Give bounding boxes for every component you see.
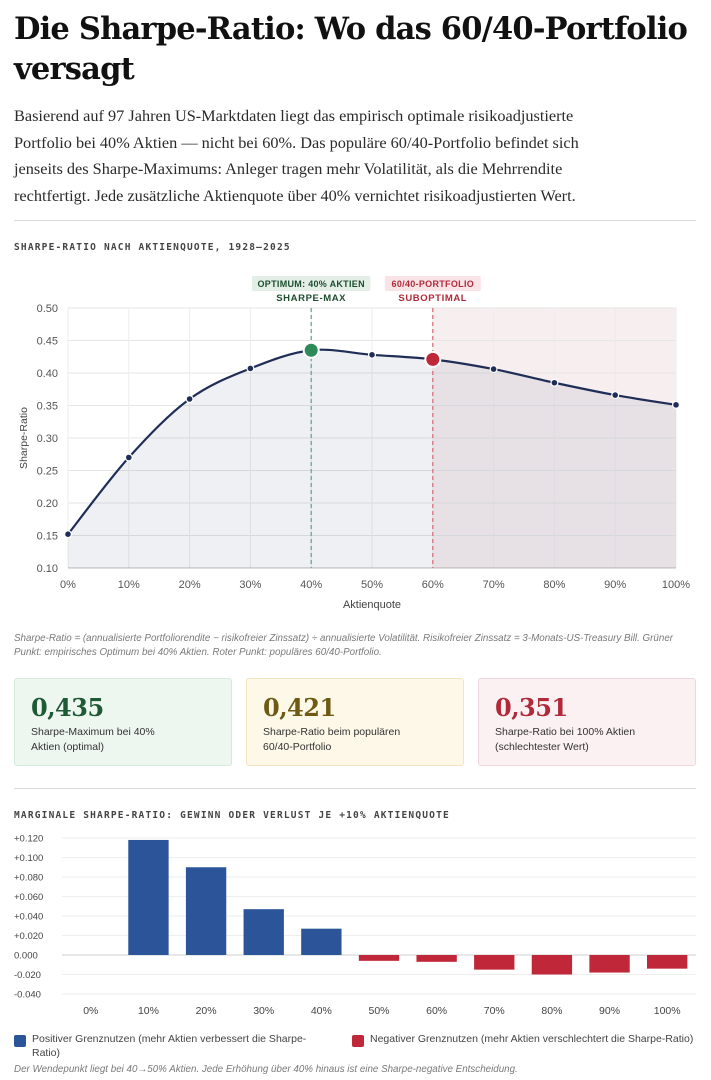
stat-value-optimum: 0,435	[31, 693, 104, 722]
y-tick-label: 0.25	[37, 466, 58, 478]
stat-desc-100: Sharpe-Ratio bei 100% Aktien (schlechtes…	[495, 726, 636, 753]
y-tick-label: +0.060	[14, 892, 43, 903]
bar-positive	[185, 867, 227, 955]
bar-negative	[531, 955, 573, 975]
y-tick-label: +0.100	[14, 853, 43, 864]
stat-value-6040: 0,421	[263, 693, 336, 722]
stat-desc-6040: Sharpe-Ratio beim populären 60/40-Portfo…	[263, 726, 401, 753]
x-tick-label: 30%	[239, 579, 261, 591]
stat-card-6040: 0,421 Sharpe-Ratio beim populären 60/40-…	[246, 678, 464, 766]
optimum-point	[302, 341, 320, 359]
y-tick-label: +0.040	[14, 912, 43, 923]
page-title: Die Sharpe-Ratio: Wo das 60/40-Portfolio…	[14, 11, 688, 87]
annotation-badge-6040	[384, 276, 481, 291]
x-tick-label: 30%	[253, 1005, 274, 1017]
y-tick-label: 0.45	[37, 336, 58, 348]
x-tick-label: 90%	[604, 579, 626, 591]
x-tick-label: 70%	[484, 1005, 505, 1017]
y-tick-label: 0.10	[37, 563, 58, 575]
chart1-section-label: SHARPE-RATIO NACH AKTIENQUOTE, 1928–2025	[14, 242, 291, 253]
y-tick-label: +0.120	[14, 834, 43, 845]
data-point	[489, 365, 498, 374]
y-tick-label: 0.20	[37, 498, 58, 510]
annotation-badge-optimum	[252, 276, 371, 291]
bar-negative	[474, 955, 515, 970]
data-point	[550, 378, 559, 387]
x-tick-label: 20%	[179, 579, 201, 591]
legend-negative-swatch	[352, 1035, 364, 1047]
marginal-sharpe-bar-chart: -0.040 -0.020 0.000 +0.020 +0.040 +0.060 +0.08…	[14, 834, 696, 1017]
x-tick-label: 80%	[541, 1005, 562, 1017]
annotation-label-6040: 60/40-PORTFOLIO	[392, 279, 475, 289]
divider-top	[14, 220, 696, 221]
x-tick-label: 0%	[83, 1005, 98, 1017]
x-tick-label: 0%	[60, 579, 76, 591]
chart1-note: Sharpe-Ratio = (annualisierte Portfolior…	[14, 633, 674, 658]
x-axis-title: Aktienquote	[343, 599, 401, 611]
data-point	[124, 453, 133, 462]
data-point	[246, 364, 255, 373]
x-tick-label: 40%	[311, 1005, 332, 1017]
legend-positive-swatch	[14, 1035, 26, 1047]
y-tick-label: -0.020	[14, 970, 41, 981]
legend-negative-label: Negativer Grenznutzen (mehr Aktien versc…	[370, 1033, 694, 1045]
legend-positive: Positiver Grenznutzen (mehr Aktien verbe…	[14, 1032, 334, 1060]
annotation-label-optimum: OPTIMUM: 40% AKTIEN	[258, 279, 365, 289]
x-tick-label: 100%	[654, 1005, 681, 1017]
y-tick-label: 0.000	[14, 951, 38, 962]
y-tick-label: 0.40	[37, 368, 58, 380]
bar-positive	[301, 928, 342, 955]
annotation-sublabel-optimum: SHARPE-MAX	[276, 293, 346, 304]
x-tick-label: 60%	[422, 579, 444, 591]
bar-negative	[647, 955, 688, 969]
data-point	[185, 394, 194, 403]
sharpe-line-chart: 0.10 0.15 0.20 0.25 0.30 0.35 0.40 0.45 0.50 0% 10…	[18, 276, 690, 611]
legend-negative: Negativer Grenznutzen (mehr Aktien versc…	[352, 1032, 696, 1047]
stat-card-100: 0,351 Sharpe-Ratio bei 100% Aktien (schl…	[478, 678, 696, 766]
bar-negative	[358, 955, 400, 961]
x-tick-label: 60%	[426, 1005, 447, 1017]
x-tick-label: 10%	[118, 579, 140, 591]
legend-positive-label: Positiver Grenznutzen (mehr Aktien verbe…	[32, 1033, 307, 1059]
data-point	[611, 391, 620, 400]
y-tick-label: 0.35	[37, 401, 58, 413]
bar-positive	[128, 839, 169, 955]
chart2-note: Der Wendepunkt liegt bei 40→50% Aktien. …	[14, 1064, 518, 1075]
lede-paragraph: Basierend auf 97 Jahren US-Marktdaten li…	[14, 106, 579, 205]
divider-middle	[14, 788, 696, 789]
x-tick-label: 70%	[483, 579, 505, 591]
x-tick-label: 50%	[361, 579, 383, 591]
data-point	[368, 350, 377, 359]
bar-positive	[243, 909, 284, 955]
bar-negative	[589, 955, 630, 973]
x-tick-label: 80%	[543, 579, 565, 591]
bar-negative	[416, 955, 457, 962]
x-tick-label: 10%	[138, 1005, 159, 1017]
x-tick-label: 20%	[196, 1005, 217, 1017]
data-point	[671, 400, 680, 409]
y-tick-label: -0.040	[14, 990, 41, 1001]
y-tick-label: +0.080	[14, 873, 43, 884]
portfolio-6040-point	[424, 350, 442, 368]
sharpe-area-fill	[68, 349, 676, 568]
y-axis-title: Sharpe-Ratio	[18, 407, 30, 469]
data-point	[63, 530, 72, 539]
annotation-sublabel-6040: SUBOPTIMAL	[398, 293, 467, 304]
x-tick-label: 50%	[368, 1005, 389, 1017]
chart2-section-label: MARGINALE SHARPE-RATIO: GEWINN ODER VERL…	[14, 810, 450, 821]
stat-desc-optimum: Sharpe-Maximum bei 40% Aktien (optimal)	[31, 726, 155, 753]
y-tick-label: 0.15	[37, 531, 58, 543]
stat-value-100: 0,351	[495, 693, 568, 722]
y-tick-label: 0.50	[37, 303, 58, 315]
x-tick-label: 90%	[599, 1005, 620, 1017]
sharpe-line	[67, 348, 677, 535]
x-tick-label: 100%	[662, 579, 690, 591]
x-tick-label: 40%	[300, 579, 322, 591]
y-tick-label: +0.020	[14, 931, 43, 942]
stat-row: 0,435 Sharpe-Maximum bei 40% Aktien (opt…	[14, 678, 696, 766]
y-tick-label: 0.30	[37, 433, 58, 445]
stat-card-optimum: 0,435 Sharpe-Maximum bei 40% Aktien (opt…	[14, 678, 232, 766]
